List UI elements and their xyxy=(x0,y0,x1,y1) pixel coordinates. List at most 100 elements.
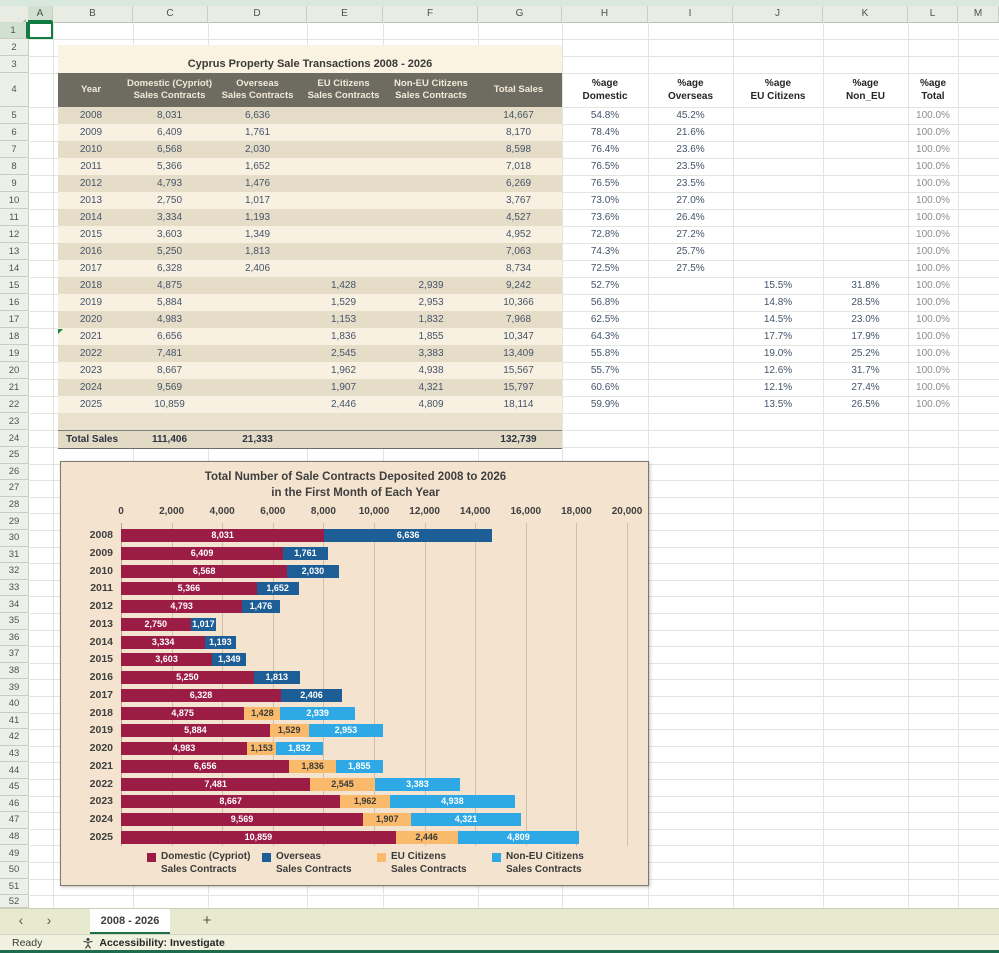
column-header-C[interactable]: C xyxy=(133,6,208,22)
pct-cell[interactable]: 52.7% xyxy=(562,277,648,294)
table-cell[interactable] xyxy=(300,226,387,243)
pct-cell[interactable]: 100.0% xyxy=(908,260,958,277)
table-cell[interactable]: 6,409 xyxy=(124,124,215,141)
pct-cell[interactable]: 17.9% xyxy=(823,328,908,345)
column-header-H[interactable]: H xyxy=(562,6,648,22)
table-cell[interactable]: 4,527 xyxy=(475,209,562,226)
row-header-8[interactable]: 8 xyxy=(0,158,28,175)
pct-cell[interactable]: 100.0% xyxy=(908,226,958,243)
row-header-17[interactable]: 17 xyxy=(0,311,28,328)
pct-cell[interactable]: 100.0% xyxy=(908,175,958,192)
table-cell[interactable]: 2023 xyxy=(58,362,124,379)
pct-cell[interactable]: 31.8% xyxy=(823,277,908,294)
table-cell[interactable]: 6,568 xyxy=(124,141,215,158)
pct-cell[interactable]: 100.0% xyxy=(908,158,958,175)
pct-cell[interactable]: 55.7% xyxy=(562,362,648,379)
row-header-6[interactable]: 6 xyxy=(0,124,28,141)
row-header-21[interactable]: 21 xyxy=(0,379,28,396)
table-cell[interactable]: 2,750 xyxy=(124,192,215,209)
row-header-44[interactable]: 44 xyxy=(0,762,28,779)
table-cell[interactable]: 2,446 xyxy=(300,396,387,413)
row-header-27[interactable]: 27 xyxy=(0,480,28,497)
table-cell[interactable]: 3,603 xyxy=(124,226,215,243)
column-header-I[interactable]: I xyxy=(648,6,733,22)
table-cell[interactable]: 4,952 xyxy=(475,226,562,243)
legend-entry[interactable]: Domestic (Cypriot) Sales Contracts xyxy=(147,850,250,876)
pct-cell[interactable]: 23.5% xyxy=(648,158,733,175)
pct-cell[interactable]: 21.6% xyxy=(648,124,733,141)
row-header-51[interactable]: 51 xyxy=(0,879,28,896)
legend-entry[interactable]: Overseas Sales Contracts xyxy=(262,850,352,876)
table-cell[interactable] xyxy=(300,175,387,192)
pct-cell[interactable]: 100.0% xyxy=(908,243,958,260)
pct-cell[interactable]: 17.7% xyxy=(733,328,823,345)
row-header-23[interactable]: 23 xyxy=(0,413,28,430)
table-column-header[interactable]: Non-EU Citizens Sales Contracts xyxy=(387,73,475,107)
table-cell[interactable] xyxy=(300,141,387,158)
row-header-29[interactable]: 29 xyxy=(0,513,28,530)
pct-cell[interactable]: 60.6% xyxy=(562,379,648,396)
row-header-43[interactable]: 43 xyxy=(0,746,28,763)
row-header-1[interactable]: 1 xyxy=(0,22,28,39)
pct-cell[interactable]: 23.0% xyxy=(823,311,908,328)
table-cell[interactable]: 5,250 xyxy=(124,243,215,260)
column-header-B[interactable]: B xyxy=(53,6,133,22)
row-header-20[interactable]: 20 xyxy=(0,362,28,379)
table-cell[interactable] xyxy=(387,243,475,260)
legend-entry[interactable]: EU Citizens Sales Contracts xyxy=(377,850,467,876)
row-header-40[interactable]: 40 xyxy=(0,696,28,713)
pct-cell[interactable]: 73.0% xyxy=(562,192,648,209)
table-cell[interactable]: 9,242 xyxy=(475,277,562,294)
table-cell[interactable] xyxy=(300,192,387,209)
table-cell[interactable] xyxy=(215,396,300,413)
table-cell[interactable] xyxy=(300,209,387,226)
pct-cell[interactable]: 76.5% xyxy=(562,158,648,175)
table-cell[interactable]: 1,428 xyxy=(300,277,387,294)
table-cell[interactable]: 7,063 xyxy=(475,243,562,260)
column-header-L[interactable]: L xyxy=(908,6,958,22)
table-cell[interactable] xyxy=(300,107,387,124)
table-cell[interactable]: 2022 xyxy=(58,345,124,362)
table-cell[interactable]: 7,968 xyxy=(475,311,562,328)
table-cell[interactable]: 4,938 xyxy=(387,362,475,379)
row-header-4[interactable]: 4 xyxy=(0,73,28,107)
row-header-52[interactable]: 52 xyxy=(0,895,28,908)
row-header-16[interactable]: 16 xyxy=(0,294,28,311)
pct-cell[interactable]: 31.7% xyxy=(823,362,908,379)
table-cell[interactable]: 4,875 xyxy=(124,277,215,294)
prev-sheet-button[interactable]: ‹ xyxy=(8,908,34,934)
pct-cell[interactable]: 45.2% xyxy=(648,107,733,124)
table-cell[interactable] xyxy=(387,141,475,158)
pct-cell[interactable]: 13.5% xyxy=(733,396,823,413)
table-cell[interactable]: 1,193 xyxy=(215,209,300,226)
table-cell[interactable]: 18,114 xyxy=(475,396,562,413)
table-cell[interactable] xyxy=(300,260,387,277)
pct-cell[interactable]: 100.0% xyxy=(908,379,958,396)
row-header-50[interactable]: 50 xyxy=(0,862,28,879)
table-cell[interactable]: 2012 xyxy=(58,175,124,192)
pct-cell[interactable]: 100.0% xyxy=(908,396,958,413)
pct-cell[interactable]: 27.0% xyxy=(648,192,733,209)
row-header-13[interactable]: 13 xyxy=(0,243,28,260)
table-cell[interactable]: 1,813 xyxy=(215,243,300,260)
row-header-37[interactable]: 37 xyxy=(0,646,28,663)
table-cell[interactable] xyxy=(387,226,475,243)
table-cell[interactable]: 1,832 xyxy=(387,311,475,328)
table-cell[interactable]: 2021 xyxy=(58,328,124,345)
pct-cell[interactable]: 19.0% xyxy=(733,345,823,362)
pct-cell[interactable]: 100.0% xyxy=(908,277,958,294)
pct-cell[interactable]: 25.2% xyxy=(823,345,908,362)
table-cell[interactable]: 14,667 xyxy=(475,107,562,124)
table-cell[interactable] xyxy=(215,345,300,362)
pct-cell[interactable]: 72.8% xyxy=(562,226,648,243)
table-cell[interactable]: 1,962 xyxy=(300,362,387,379)
pct-cell[interactable]: 26.5% xyxy=(823,396,908,413)
pct-cell[interactable]: 74.3% xyxy=(562,243,648,260)
table-total-cell[interactable] xyxy=(387,431,475,448)
table-cell[interactable]: 2,939 xyxy=(387,277,475,294)
row-header-39[interactable]: 39 xyxy=(0,679,28,696)
active-cell-A1[interactable] xyxy=(28,22,53,39)
table-cell[interactable]: 1,017 xyxy=(215,192,300,209)
table-cell[interactable]: 8,170 xyxy=(475,124,562,141)
row-header-45[interactable]: 45 xyxy=(0,779,28,796)
